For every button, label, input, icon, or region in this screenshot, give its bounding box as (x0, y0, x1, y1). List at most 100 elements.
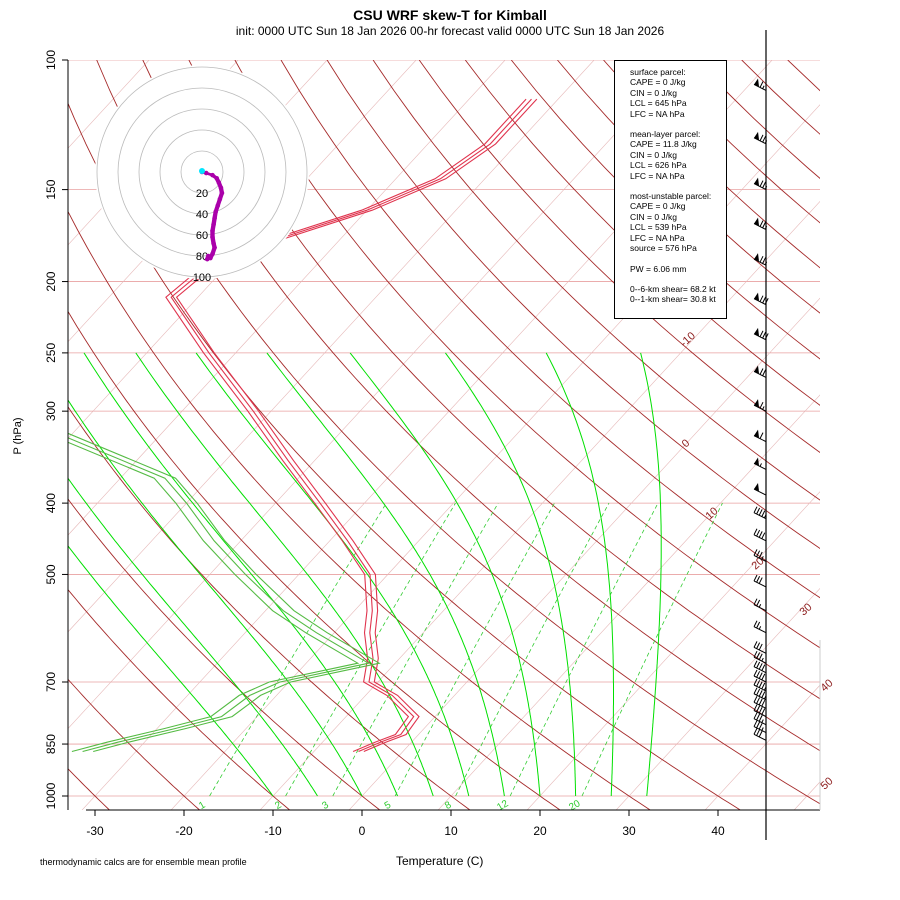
wind-barb-feather (753, 598, 758, 605)
wind-barb-feather (764, 298, 769, 305)
wind-barb-feather (759, 295, 764, 302)
y-tick-label: 100 (44, 50, 58, 70)
wind-barb-staff (753, 701, 767, 709)
wind-barb-feather (753, 660, 758, 667)
isotherm-line (526, 491, 820, 810)
wind-barb (753, 253, 768, 266)
shear-line: 0--6-km shear= 68.2 kt (630, 283, 716, 294)
wind-barb (753, 650, 767, 664)
wind-barb-feather (758, 531, 763, 538)
isotherm-line (704, 684, 820, 810)
wind-barb-feather (758, 730, 763, 738)
most-unstable-parcel-line: LCL = 539 hPa (630, 222, 687, 233)
wind-barb-half-feather (762, 406, 765, 410)
dry-adiabat (787, 60, 820, 92)
wind-barb-feather (753, 720, 758, 727)
temperature-trace (165, 98, 527, 753)
wind-barb (753, 483, 767, 496)
hodograph-point (210, 228, 215, 234)
wind-barb (753, 365, 767, 378)
wind-barb-feather (753, 620, 758, 627)
precipitable-water-block: PW = 6.06 mm (630, 264, 722, 274)
wind-barb-feather (753, 728, 758, 735)
wind-barb-feather (758, 653, 763, 661)
wind-barb-pennant (754, 399, 759, 408)
hodograph-ring (96, 66, 308, 278)
moist-adiabat (83, 352, 399, 797)
hodograph-ring (138, 108, 266, 236)
wind-barb-half-feather (759, 463, 762, 467)
dry-adiabat (418, 60, 820, 453)
wind-barb-staff (753, 675, 767, 683)
wind-barb-feather (758, 715, 763, 722)
hodograph-point (216, 180, 222, 185)
wind-barb (753, 292, 769, 306)
wind-barb-feather (761, 532, 766, 539)
hodograph-ring (117, 87, 287, 257)
wind-barb-staff (753, 604, 767, 612)
wind-barb-feather (758, 643, 763, 651)
most-unstable-parcel-line: CIN = 0 J/kg (630, 211, 678, 222)
wind-barb-feather (756, 550, 761, 557)
wind-barb-feather (759, 180, 764, 187)
wind-barb-feather (756, 661, 761, 669)
wind-barb-feather (758, 706, 763, 714)
wind-barb-feather (761, 691, 766, 698)
wind-barb (753, 506, 767, 520)
wind-barb-staff (753, 580, 767, 588)
mixing-ratio-line (209, 502, 387, 797)
mean-layer-parcel-line: LFC = NA hPa (630, 170, 685, 181)
wind-barb-feather (762, 221, 767, 229)
wind-barb-feather (761, 708, 766, 715)
wind-barb-feather (753, 549, 758, 556)
chart-title: CSU WRF skew-T for Kimball (353, 7, 547, 23)
wind-barb (753, 528, 767, 542)
wind-barb (753, 598, 767, 612)
wind-barb-feather (753, 506, 758, 513)
mixing-ratio-line (285, 502, 456, 797)
isotherm-line (68, 60, 684, 730)
wind-barb-half-feather (763, 514, 767, 519)
hodograph-ring (180, 150, 224, 194)
wind-barb (753, 327, 769, 341)
wind-barb-feather (756, 529, 761, 537)
mixing-ratio-label: 3 (320, 799, 331, 812)
dry-adiabat (188, 60, 820, 700)
isotherm-line (793, 781, 820, 810)
chart-subtitle: init: 0000 UTC Sun 18 Jan 2026 00-hr for… (235, 24, 665, 38)
temperature-trace (175, 98, 538, 753)
y-tick-label: 1000 (44, 782, 58, 809)
wind-barb-feather (756, 621, 761, 629)
wind-barb-feather (759, 81, 764, 88)
y-tick-label: 200 (44, 271, 58, 291)
parcel-info-box: surface parcel: CAPE = 0 J/kg CIN = 0 J/kg… (614, 60, 727, 319)
wind-barb-pennant (754, 483, 759, 492)
wind-barb-feather (756, 697, 761, 704)
mixing-ratio-line (332, 502, 499, 797)
wind-barb (753, 429, 767, 443)
mixing-ratio-label: 12 (495, 798, 511, 813)
hodograph-point (214, 176, 219, 181)
wind-barb-pennant (754, 131, 759, 140)
wind-barb-staff (753, 534, 767, 542)
y-tick-label: 300 (44, 401, 58, 421)
wind-barb-staff (753, 488, 767, 496)
wind-barb (753, 549, 767, 562)
wind-barb-feather (762, 181, 767, 189)
moist-adiabat (195, 352, 470, 797)
wind-barb (753, 728, 767, 741)
wind-barb-feather (753, 678, 758, 686)
mixing-ratio-label: 8 (443, 799, 454, 812)
hodograph-ring-label: 100 (193, 272, 211, 284)
x-tick-label: -30 (86, 824, 104, 838)
wind-barb (753, 687, 767, 701)
wind-barb-pennant (754, 217, 759, 226)
y-tick-label: 250 (44, 343, 58, 363)
wind-barb-half-feather (764, 225, 768, 230)
isotherm-label: -10 (678, 330, 698, 350)
wind-barb-feather (756, 599, 761, 607)
dry-adiabat (68, 102, 742, 810)
wind-barb-feather (753, 669, 758, 677)
hodograph-start-point (199, 168, 205, 174)
hodograph-point (211, 222, 216, 227)
